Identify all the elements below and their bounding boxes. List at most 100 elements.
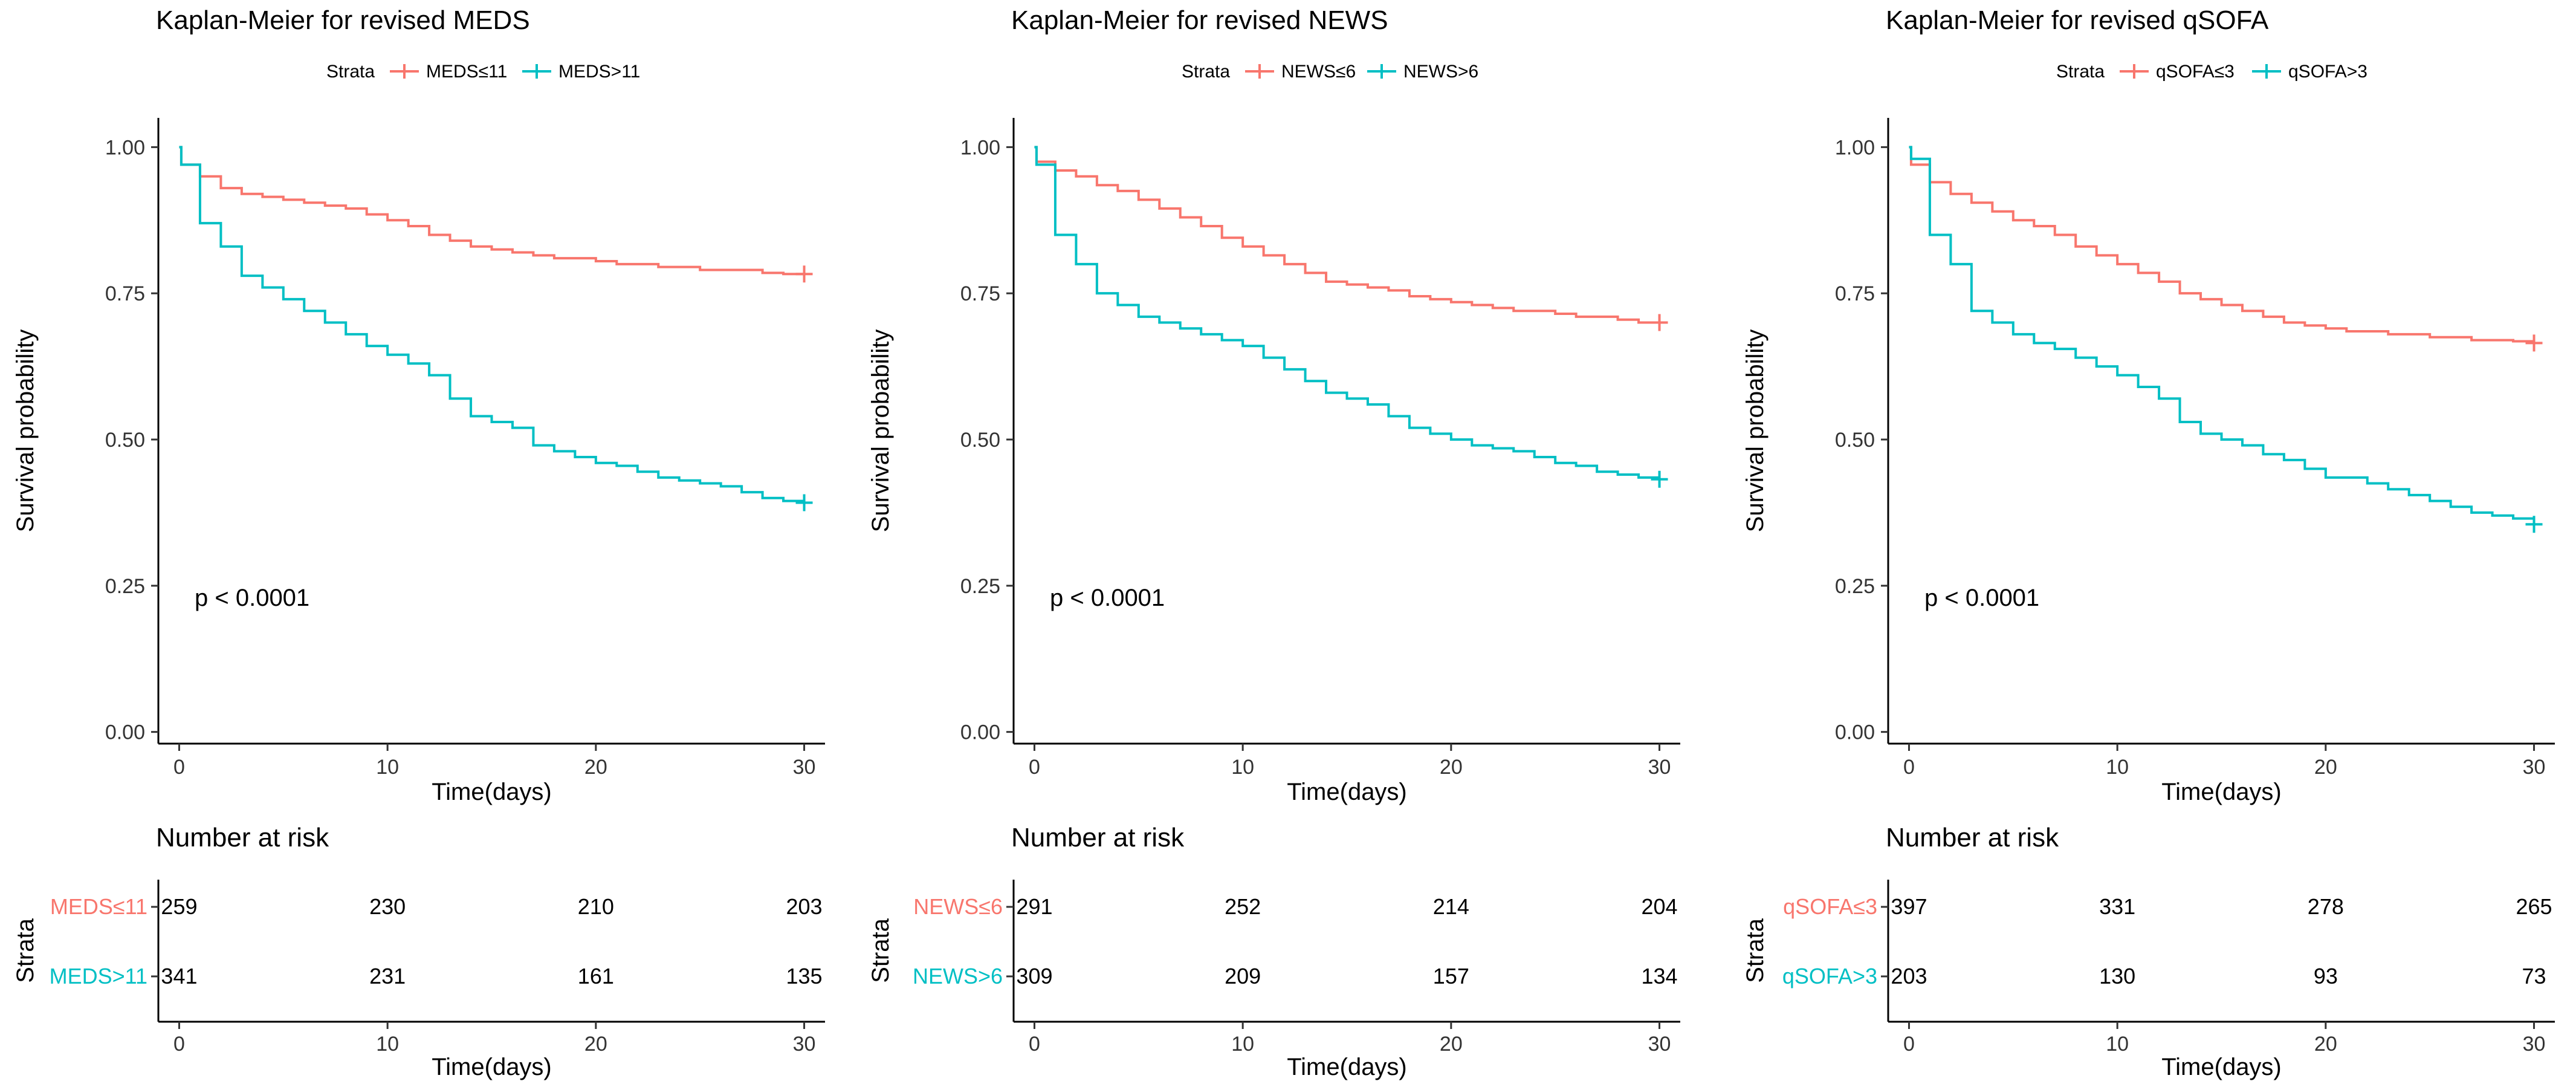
panel-3-series-1-censor-mark [2525, 334, 2543, 352]
panel-3-x-tick-label-3: 30 [2523, 756, 2546, 779]
panel-1-risk-row-2-value-1: 231 [369, 964, 406, 988]
panel-1-risk-row-1-value-2: 210 [578, 894, 614, 919]
panel-1-risk-row-1-value-0: 259 [161, 894, 197, 919]
panel-1-legend-label-2: MEDS>11 [558, 62, 640, 82]
panel-2-legend: Strata NEWS≤6 NEWS>6 [1182, 62, 1478, 82]
panel-3-y-tick-label-3: 0.75 [1835, 282, 1875, 305]
panel-3-risk-row-2-value-3: 73 [2522, 964, 2546, 988]
panel-3-series-2-censor-mark [2525, 516, 2543, 533]
panel-1-risk-y-axis-label: Strata [12, 918, 39, 982]
panel-3-series-1-curve [1909, 146, 2536, 343]
panel-3-x-tick-label-0: 0 [1903, 756, 1915, 779]
panel-1-risk-row-1-value-1: 230 [369, 894, 406, 919]
panel-2-y-tick-label-2: 0.50 [960, 429, 1000, 452]
panel-3-risk-row-1-label: qSOFA≤3 [1783, 894, 1877, 919]
panel-1-title: Kaplan-Meier for revised MEDS [156, 5, 530, 35]
panel-1-y-axis-label: Survival probability [12, 329, 39, 533]
panel-3-legend: Strata qSOFA≤3 qSOFA>3 [2056, 62, 2367, 82]
panel-3-risk-title: Number at risk [1886, 823, 2059, 852]
panel-2-risk-row-1-label: NEWS≤6 [913, 894, 1003, 919]
panel-2-x-tick-label-1: 10 [1231, 756, 1254, 779]
panel-1-risk-x-tick-label-1: 10 [376, 1033, 399, 1056]
panel-1-x-tick-label-3: 30 [793, 756, 816, 779]
panel-2-risk-x-tick-label-3: 30 [1648, 1033, 1671, 1056]
panel-1-pvalue: p < 0.0001 [195, 585, 309, 611]
panel-2-risk-title: Number at risk [1011, 823, 1185, 852]
panel-1-y-tick-label-1: 0.25 [105, 575, 145, 598]
panel-1-risk-row-2-value-3: 135 [786, 964, 822, 988]
panel-2-risk-row-2-value-1: 209 [1225, 964, 1261, 988]
panel-1-risk-x-tick-label-3: 30 [793, 1033, 816, 1056]
panel-2-legend-title: Strata [1182, 62, 1230, 82]
panel-3-risk-x-tick-label-1: 10 [2106, 1033, 2129, 1056]
panel-1-risk-row-2-label: MEDS>11 [50, 964, 147, 988]
panel-3-pvalue: p < 0.0001 [1924, 585, 2039, 611]
panel-2-pvalue: p < 0.0001 [1050, 585, 1165, 611]
panel-2-risk-row-1-value-2: 214 [1433, 894, 1469, 919]
panel-2-y-axis-label: Survival probability [867, 329, 894, 533]
panel-2-risk-row-1-value-1: 252 [1225, 894, 1261, 919]
panel-3-legend-label-2: qSOFA>3 [2288, 62, 2367, 82]
panel-1-y-tick-label-0: 0.00 [105, 721, 145, 744]
panel-2-x-tick-label-0: 0 [1029, 756, 1040, 779]
panel-3-x-tick-label-2: 20 [2314, 756, 2337, 779]
panel-3-x-tick-label-1: 10 [2106, 756, 2129, 779]
panel-3-legend-label-1: qSOFA≤3 [2156, 62, 2235, 82]
panel-2-legend-label-1: NEWS≤6 [1281, 62, 1356, 82]
panel-3-risk-row-1-value-1: 331 [2099, 894, 2135, 919]
panel-2-series-1-censor-mark [1651, 314, 1668, 331]
panel-3-y-tick-label-0: 0.00 [1835, 721, 1875, 744]
panel-2-risk-row-1-value-3: 204 [1641, 894, 1677, 919]
panel-1-series-1-curve [179, 146, 804, 276]
panel-2-y-tick-label-4: 1.00 [960, 136, 1000, 159]
panel-3-risk-row-2-value-1: 130 [2099, 964, 2135, 988]
panel-3-risk-x-tick-label-3: 30 [2523, 1033, 2546, 1056]
panel-2-title: Kaplan-Meier for revised NEWS [1011, 5, 1388, 35]
panel-3-risk-row-2-value-2: 93 [2314, 964, 2338, 988]
panel-1-x-tick-label-2: 20 [584, 756, 607, 779]
panel-2-series-2-curve [1034, 146, 1661, 479]
panel-2-series-2-censor-mark [1651, 470, 1668, 488]
panel-2-risk-x-tick-label-0: 0 [1029, 1033, 1040, 1056]
panel-2-y-tick-label-1: 0.25 [960, 575, 1000, 598]
panel-1-series-2-censor-mark [795, 494, 813, 511]
panel-2-risk-x-tick-label-1: 10 [1231, 1033, 1254, 1056]
panel-1-y-tick-label-3: 0.75 [105, 282, 145, 305]
panel-2-y-tick-label-3: 0.75 [960, 282, 1000, 305]
panel-1-risk-row-2-value-2: 161 [578, 964, 614, 988]
panel-3-risk-row-1-value-3: 265 [2516, 894, 2552, 919]
panel-3-y-tick-label-4: 1.00 [1835, 136, 1875, 159]
panel-2-y-tick-label-0: 0.00 [960, 721, 1000, 744]
panel-3-risk-row-1-value-0: 397 [1891, 894, 1927, 919]
panel-1-risk-row-2-value-0: 341 [161, 964, 197, 988]
panel-1-y-tick-label-4: 1.00 [105, 136, 145, 159]
panel-1-chart: Kaplan-Meier for revised MEDS Strata MEDS≤… [12, 5, 825, 1080]
panel-2-x-tick-label-3: 30 [1648, 756, 1671, 779]
panel-3-y-axis-label: Survival probability [1742, 329, 1769, 533]
panel-2-legend-label-2: NEWS>6 [1403, 62, 1478, 82]
panel-2-risk-x-tick-label-2: 20 [1440, 1033, 1463, 1056]
panel-1-risk-title: Number at risk [156, 823, 329, 852]
panel-3-y-tick-label-2: 0.50 [1835, 429, 1875, 452]
panel-1-legend-title: Strata [326, 62, 375, 82]
panel-1-risk-x-tick-label-0: 0 [173, 1033, 185, 1056]
panel-1-legend: Strata MEDS≤11 MEDS>11 [326, 62, 640, 82]
panel-1-risk-row-1-value-3: 203 [786, 894, 822, 919]
panel-3-risk-y-axis-label: Strata [1742, 918, 1769, 982]
panel-1-series-1-censor-mark [795, 265, 813, 283]
panel-1-series-2-curve [179, 146, 806, 503]
panel-3-risk-x-tick-label-0: 0 [1903, 1033, 1915, 1056]
panel-2-risk-row-2-value-0: 309 [1016, 964, 1052, 988]
panel-2-chart: Kaplan-Meier for revised NEWS Strata NEWS≤… [867, 5, 1680, 1080]
panel-1-x-tick-label-0: 0 [173, 756, 185, 779]
panel-1-risk-x-axis-label: Time(days) [432, 1054, 552, 1080]
panel-2-series-1-curve [1034, 146, 1660, 324]
panel-2-risk-x-axis-label: Time(days) [1287, 1054, 1407, 1080]
panel-1-legend-label-1: MEDS≤11 [426, 62, 507, 82]
panel-3-legend-title: Strata [2056, 62, 2105, 82]
panel-2-risk-row-2-label: NEWS>6 [913, 964, 1003, 988]
panel-3-risk-x-tick-label-2: 20 [2314, 1033, 2337, 1056]
panel-3-y-tick-label-1: 0.25 [1835, 575, 1875, 598]
panel-2-x-axis-label: Time(days) [1287, 779, 1407, 805]
